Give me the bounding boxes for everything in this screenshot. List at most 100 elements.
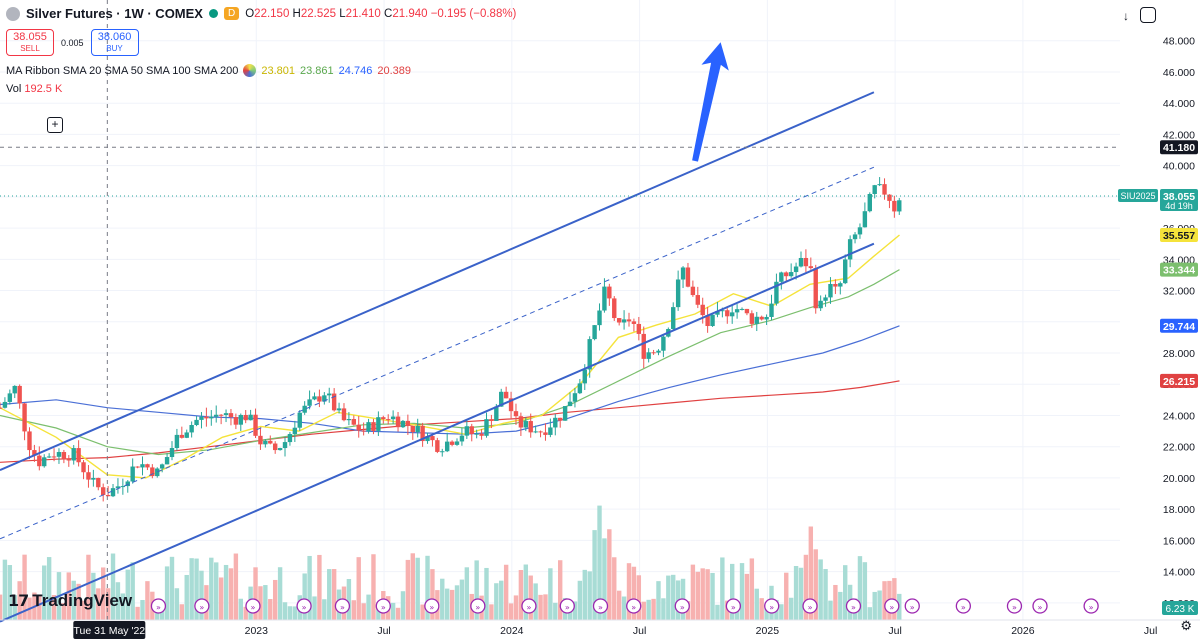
volume-bar [567,606,573,620]
candle-body [189,425,194,433]
candle-body [238,414,243,425]
x-tick-highlight [73,621,146,639]
event-marker [424,598,440,614]
candle-body [813,268,818,309]
volume-bar [292,606,298,620]
volume-bar [405,559,411,620]
volume-bar [105,588,111,620]
candle-body [626,319,632,322]
candle-body [533,431,538,433]
candle-body [292,427,298,435]
volume-bar [612,557,617,620]
price-label: 38.055 [1163,191,1195,203]
sma100-line [0,325,900,435]
event-marker-glyph: » [769,603,774,612]
trend-channel[interactable] [0,91,875,623]
candle-body [788,272,794,277]
candle-body [562,406,568,421]
price-label: 33.344 [1163,265,1195,277]
ma-ribbon-legend[interactable]: MA Ribbon SMA 20 SMA 50 SMA 100 SMA 200 … [6,64,411,77]
candle-body [145,464,150,468]
arrow-shape [692,42,729,162]
y-tick-label: 24.000 [1163,410,1195,422]
candle-body [405,420,411,426]
volume-bar [415,557,420,620]
event-marker-glyph: » [302,603,307,612]
up-arrow-annotation[interactable] [681,39,734,164]
candle-body [661,336,666,351]
channel-lower-line [0,242,875,623]
volume-badge-bg [1162,601,1198,615]
download-icon[interactable]: ↓ [1123,9,1129,23]
volume-bar [690,564,696,620]
volume-bar [513,595,519,620]
candle-body [56,452,62,457]
price-label-bg [1160,140,1198,155]
x-tick-label: Jul [633,625,646,637]
add-icon[interactable]: + [47,117,63,133]
volume-bar [430,569,435,620]
volume-bar [705,569,710,620]
volume-bar [779,604,784,620]
volume-bar [489,604,494,620]
volume-bar [140,599,145,620]
candle-body [503,391,509,399]
volume-bar [120,593,126,620]
volume-bar [366,594,371,620]
event-marker [521,598,537,614]
candle-body [223,413,229,416]
x-tick-label: 2025 [756,625,780,637]
y-tick-label: 40.000 [1163,161,1195,173]
time-axis[interactable]: Tue 31 May '22 2023 Jul 2024 Jul 2025 Jul 2026 J… [0,619,1200,639]
volume-bar [508,603,514,620]
candle-body [327,393,332,396]
volume-bar [61,603,67,620]
candle-body [567,401,573,407]
candle-body [71,448,76,461]
candle-body [12,385,17,394]
symbol-title[interactable]: Silver Futures · 1W · COMEX [26,6,203,21]
event-markers[interactable]: » » » » » » » » » » » » » » » » » » » » » » » [150,598,1099,614]
volume-bar [238,598,243,620]
volume-bar [361,603,366,620]
y-tick-label: 28.000 [1163,348,1195,360]
volume-bar [307,555,312,620]
volume-legend[interactable]: Vol 192.5 K [6,83,63,95]
volume-bar [317,554,322,620]
volume-bar [759,598,764,620]
buy-button[interactable]: 38.060 BUY [90,29,139,56]
event-marker-glyph: » [731,603,736,612]
settings-gear-icon[interactable]: ⚙ [1180,618,1192,633]
symbol-tag-bg [1118,189,1158,203]
candle-body [700,304,705,316]
candle-body [155,468,160,477]
x-tick-label: 2023 [245,625,269,637]
candle-body [843,259,848,284]
candle-body [725,310,730,317]
price-label-countdown: 4d 19h [1165,201,1193,211]
volume-bar [449,589,455,620]
candle-body [0,407,3,409]
x-tick-label: Jul [1144,625,1157,637]
candle-body [100,487,106,496]
sma200-line [0,380,900,463]
volume-bar [626,563,632,620]
candle-body [390,416,396,420]
event-marker-glyph: » [429,603,434,612]
volume-bar [42,565,47,620]
volume-bar [661,598,666,620]
candle-body [720,310,725,312]
sell-button[interactable]: 38.055 SELL [6,29,54,56]
ribbon-icon [243,64,257,77]
volume-bar [287,606,293,620]
candle-body [322,395,327,402]
event-marker-glyph: » [598,603,603,612]
volume-bar [528,575,533,620]
volume-bar [390,602,396,620]
volume-bar [597,505,602,620]
candle-body [759,316,764,320]
fullscreen-icon[interactable] [1140,7,1156,23]
volume-bar [2,559,8,620]
